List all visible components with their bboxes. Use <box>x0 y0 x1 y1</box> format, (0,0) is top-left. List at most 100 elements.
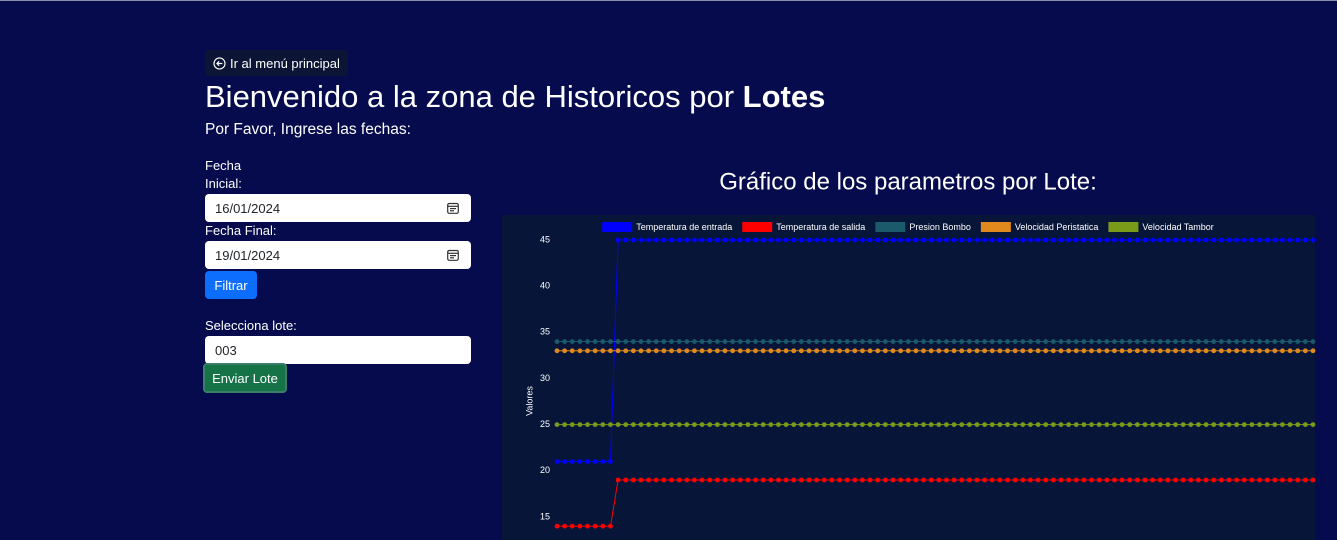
data-point <box>1134 237 1140 243</box>
title-text: Bienvenido a la zona de Historicos por <box>205 79 743 114</box>
data-point <box>783 237 789 243</box>
data-point <box>1287 477 1293 483</box>
lot-value: 003 <box>215 342 237 358</box>
data-point <box>1188 348 1194 354</box>
data-point <box>768 339 774 344</box>
data-point <box>1127 422 1133 428</box>
data-point <box>1203 477 1209 483</box>
data-point <box>600 422 606 428</box>
data-point <box>1005 422 1010 428</box>
data-point <box>974 339 980 344</box>
data-point <box>1180 237 1186 243</box>
data-point <box>1226 339 1232 344</box>
data-point <box>1241 477 1247 483</box>
data-point <box>928 422 934 428</box>
data-point <box>745 422 751 428</box>
data-point <box>1264 422 1270 428</box>
chart-title: Gráfico de los parametros por Lote: <box>719 168 1097 195</box>
data-point <box>852 422 858 428</box>
filter-button[interactable]: Filtrar <box>205 271 257 299</box>
data-point <box>951 348 957 354</box>
data-point <box>554 348 560 354</box>
legend-item[interactable]: Temperatura de entrada <box>602 222 732 232</box>
calendar-icon[interactable] <box>447 202 459 214</box>
data-point <box>707 348 713 354</box>
data-point <box>585 523 590 529</box>
data-point <box>1302 348 1308 354</box>
data-point <box>608 422 613 428</box>
data-point <box>1264 237 1270 243</box>
legend-item[interactable]: Temperatura de salida <box>742 222 865 232</box>
data-point <box>1173 339 1178 344</box>
lot-label: Selecciona lote: <box>205 318 297 333</box>
data-point <box>814 348 820 354</box>
send-button[interactable]: Enviar Lote <box>203 363 287 393</box>
data-point <box>1119 422 1125 428</box>
data-point <box>1104 339 1110 344</box>
data-point <box>1119 339 1125 344</box>
data-point <box>1035 477 1041 483</box>
data-point <box>1241 339 1247 344</box>
data-point <box>1280 339 1285 344</box>
data-point <box>944 348 949 354</box>
data-point <box>592 523 598 529</box>
data-point <box>684 477 690 483</box>
data-point <box>783 348 789 354</box>
data-point <box>615 422 621 428</box>
data-point <box>1134 348 1140 354</box>
data-point <box>1028 477 1033 483</box>
data-point <box>615 348 621 354</box>
data-point <box>829 339 835 344</box>
data-point <box>982 422 988 428</box>
data-point <box>1218 477 1224 483</box>
data-point <box>852 237 858 243</box>
data-point <box>936 339 942 344</box>
data-point <box>860 348 865 354</box>
data-point <box>867 477 873 483</box>
data-point <box>1058 348 1064 354</box>
back-icon <box>213 56 226 70</box>
data-point <box>1180 339 1186 344</box>
data-point <box>844 237 850 243</box>
legend-item[interactable]: Velocidad Tambor <box>1108 222 1214 232</box>
data-point <box>997 422 1003 428</box>
data-point <box>760 237 766 243</box>
data-point <box>867 348 873 354</box>
data-point <box>852 348 858 354</box>
data-point <box>989 339 995 344</box>
data-point <box>1066 237 1072 243</box>
data-point <box>760 348 766 354</box>
data-point <box>1058 422 1064 428</box>
data-point <box>1043 237 1049 243</box>
legend-label: Velocidad Tambor <box>1142 222 1213 232</box>
data-point <box>1203 422 1209 428</box>
subtitle: Por Favor, Ingrese las fechas: <box>205 121 411 138</box>
data-point <box>1280 237 1285 243</box>
data-point <box>989 477 995 483</box>
data-point <box>1005 477 1010 483</box>
legend-item[interactable]: Presion Bombo <box>875 222 971 232</box>
data-point <box>1012 339 1018 344</box>
data-point <box>898 339 904 344</box>
data-point <box>837 339 842 344</box>
data-point <box>1142 477 1148 483</box>
calendar-icon[interactable] <box>447 249 459 261</box>
data-point <box>1295 237 1301 243</box>
legend-swatch <box>1108 222 1139 232</box>
data-point <box>1073 422 1079 428</box>
data-point <box>699 348 705 354</box>
data-point <box>829 477 835 483</box>
data-point <box>1096 237 1102 243</box>
data-point <box>974 477 980 483</box>
data-point <box>1211 237 1217 243</box>
back-button[interactable]: Ir al menú principal <box>205 50 348 76</box>
legend-item[interactable]: Velocidad Peristatica <box>980 222 1099 232</box>
end-input[interactable]: 19/01/2024 <box>205 241 471 269</box>
data-point <box>1302 339 1308 344</box>
data-point <box>821 477 827 483</box>
start-input[interactable]: 16/01/2024 <box>205 194 471 222</box>
title-bold: Lotes <box>742 79 826 114</box>
lot-input[interactable]: 003 <box>205 336 471 364</box>
